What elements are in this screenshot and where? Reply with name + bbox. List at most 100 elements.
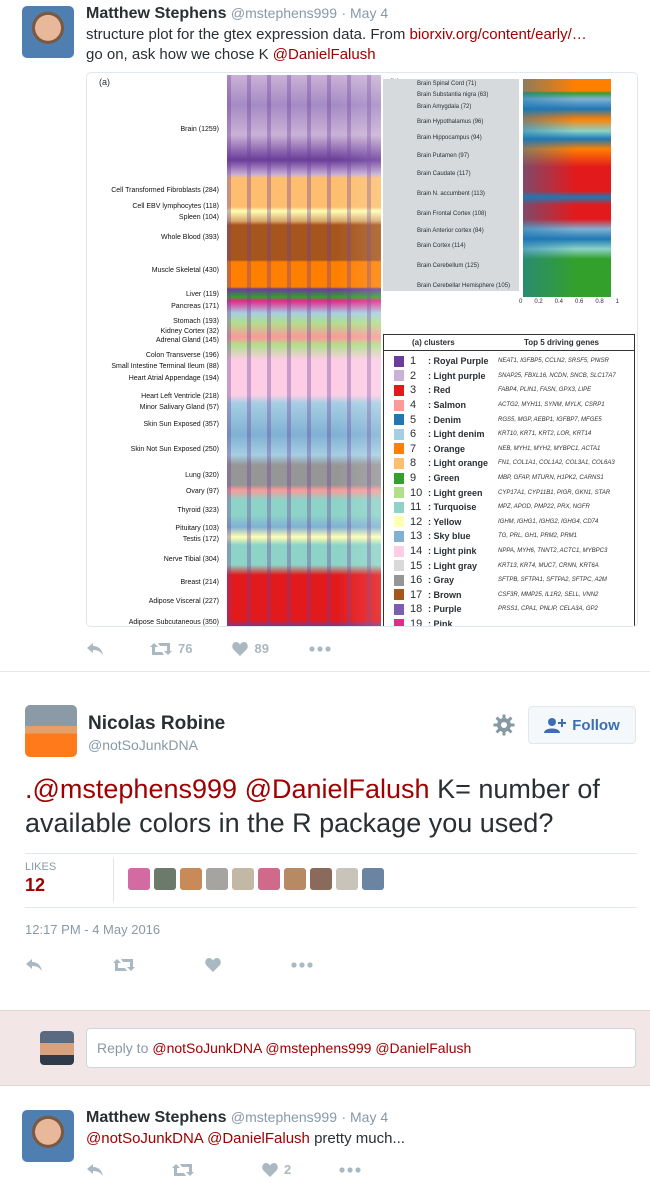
- author-name[interactable]: Matthew Stephens: [86, 5, 227, 22]
- cluster-swatch: [394, 472, 404, 484]
- tweet-link[interactable]: biorxiv.org/content/early/…: [409, 26, 587, 43]
- cluster-name: : Green: [428, 473, 460, 484]
- liker-avatar[interactable]: [258, 868, 280, 890]
- cluster-number: 15: [410, 559, 423, 572]
- cluster-row: 14: Light pink NPPA, MYH6, TNNT2, ACTC1, …: [384, 544, 632, 559]
- more-button[interactable]: [309, 645, 337, 652]
- cluster-genes: FABP4, PLIN1, FASN, GPX3, LIPE: [498, 387, 592, 394]
- cluster-name: : Light pink: [428, 546, 477, 557]
- cluster-rows: 1: Royal Purple NEAT1, IGFBP5, CCLN2, SRS…: [384, 354, 634, 626]
- tweet-text: structure plot for the gtex expression d…: [86, 26, 587, 63]
- gear-button[interactable]: [492, 713, 518, 739]
- cluster-genes: CSF3R, MMP25, IL1R2, SELL, VNN2: [498, 591, 599, 598]
- tweet-date[interactable]: · May 4: [341, 5, 389, 21]
- focused-tweet-text: .@mstephens999 @DanielFalush K= number o…: [25, 774, 600, 838]
- timestamp[interactable]: 12:17 PM - 4 May 2016: [25, 922, 161, 937]
- liker-avatar[interactable]: [128, 868, 150, 890]
- reply-input[interactable]: Reply to @notSoJunkDNA @mstephens999 @Da…: [86, 1028, 636, 1068]
- cluster-genes: ACTG2, MYH11, SYNM, MYLK, CSRP1: [498, 402, 605, 409]
- cluster-swatch: [394, 603, 404, 615]
- author-name[interactable]: Nicolas Robine: [88, 713, 226, 734]
- mention-link[interactable]: .@mstephens999: [25, 774, 238, 804]
- like-button[interactable]: 2: [262, 1162, 291, 1177]
- reply-icon: [87, 1163, 103, 1176]
- retweet-button[interactable]: [113, 958, 141, 972]
- liker-avatar[interactable]: [232, 868, 254, 890]
- cluster-swatch: [394, 355, 404, 367]
- cluster-row: 11: Turquoise MPZ, APOD, PMP22, PRX, NGFR: [384, 500, 632, 515]
- liker-avatar[interactable]: [336, 868, 358, 890]
- cluster-number: 5: [410, 413, 417, 426]
- reply-targets: @notSoJunkDNA @mstephens999 @DanielFalus…: [152, 1040, 472, 1056]
- cluster-swatch: [394, 618, 404, 626]
- reply-button[interactable]: [86, 642, 110, 656]
- cluster-swatch: [394, 501, 404, 513]
- mention-link[interactable]: @notSoJunkDNA: [86, 1130, 203, 1147]
- cluster-name: : Royal Purple: [428, 356, 489, 367]
- cluster-number: 18: [410, 603, 423, 616]
- mention-link[interactable]: @DanielFalush: [207, 1130, 310, 1147]
- heart-icon: [205, 958, 221, 972]
- cluster-name: : Light green: [428, 487, 483, 498]
- cluster-name: : Sky blue: [428, 531, 471, 542]
- cluster-genes: MPZ, APOD, PMP22, PRX, NGFR: [498, 504, 590, 511]
- avatar[interactable]: [22, 6, 74, 58]
- cluster-swatch: [394, 414, 404, 426]
- follow-button[interactable]: Follow: [528, 706, 636, 744]
- cluster-swatch: [394, 384, 404, 396]
- cluster-name: : Gray: [428, 575, 455, 586]
- like-button[interactable]: [205, 958, 227, 972]
- retweet-button[interactable]: [172, 1163, 200, 1177]
- likes-stat[interactable]: LIKES 12: [25, 861, 56, 896]
- likes-count: 12: [25, 875, 46, 895]
- cluster-swatch: [394, 545, 404, 557]
- retweet-button[interactable]: 76: [150, 641, 192, 656]
- axis-ticks: 0 0.2 0.4 0.6 0.8 1: [519, 299, 619, 305]
- like-button[interactable]: 89: [232, 641, 269, 656]
- author-name[interactable]: Matthew Stephens: [86, 1109, 227, 1126]
- reply-button[interactable]: [86, 1163, 110, 1177]
- reply-prefix: Reply to: [97, 1040, 149, 1056]
- tweet-date[interactable]: · May 4: [341, 1109, 389, 1125]
- cluster-genes: SFTPB, SFTPA1, SFTPA2, SFTPC, A2M: [498, 577, 607, 584]
- cluster-genes: RGS5, MGP, AEBP1, IGFBP7, MFGE5: [498, 416, 602, 423]
- panel-b-wedge: [383, 79, 519, 291]
- divider: [0, 671, 650, 672]
- cluster-row: 19: Pink: [384, 617, 632, 626]
- cluster-number: 16: [410, 574, 423, 587]
- liker-avatar[interactable]: [284, 868, 306, 890]
- liker-avatar[interactable]: [362, 868, 384, 890]
- author-handle[interactable]: @mstephens999: [230, 5, 337, 21]
- more-button[interactable]: [339, 1166, 367, 1173]
- avatar: [40, 1031, 74, 1065]
- cluster-name: : Yellow: [428, 516, 462, 527]
- cluster-name: : Purple: [428, 604, 462, 615]
- cluster-row: 2: Light purple SNAP25, FBXL16, NCDN, SNC…: [384, 369, 632, 384]
- left-labels: Brain (1259) Cell Transformed Fibroblast…: [111, 126, 219, 626]
- reply-button[interactable]: [25, 958, 49, 972]
- more-button[interactable]: [291, 962, 319, 968]
- mention-link[interactable]: @DanielFalush: [244, 774, 430, 804]
- cluster-swatch: [394, 457, 404, 469]
- tweet-image[interactable]: (a) Brain (1259) Cell Transformed Fibrob…: [86, 72, 638, 627]
- cluster-swatch: [394, 399, 404, 411]
- liker-avatar[interactable]: [310, 868, 332, 890]
- avatar[interactable]: [25, 705, 77, 757]
- cluster-genes: NPPA, MYH6, TNNT2, ACTC1, MYBPC3: [498, 548, 608, 555]
- avatar[interactable]: [22, 1110, 74, 1162]
- cluster-number: 7: [410, 442, 417, 455]
- stats-divider-top: [25, 853, 637, 854]
- like-count: 2: [284, 1162, 292, 1177]
- mention-link[interactable]: @DanielFalush: [272, 46, 376, 63]
- author-handle[interactable]: @mstephens999: [230, 1109, 337, 1125]
- author-handle[interactable]: @notSoJunkDNA: [88, 737, 198, 753]
- cluster-genes: NEAT1, IGFBP5, CCLN2, SRSF5, PNISR: [498, 358, 609, 365]
- cluster-name: : Light gray: [428, 560, 477, 571]
- liker-avatar[interactable]: [180, 868, 202, 890]
- cluster-number: 4: [410, 399, 417, 412]
- cluster-row: 12: Yellow IGHM, IGHG1, IGHG2, IGHG4, CD7…: [384, 515, 632, 530]
- label-brain: Brain (1259): [180, 126, 219, 133]
- like-count: 89: [254, 641, 269, 656]
- liker-avatar[interactable]: [206, 868, 228, 890]
- liker-avatar[interactable]: [154, 868, 176, 890]
